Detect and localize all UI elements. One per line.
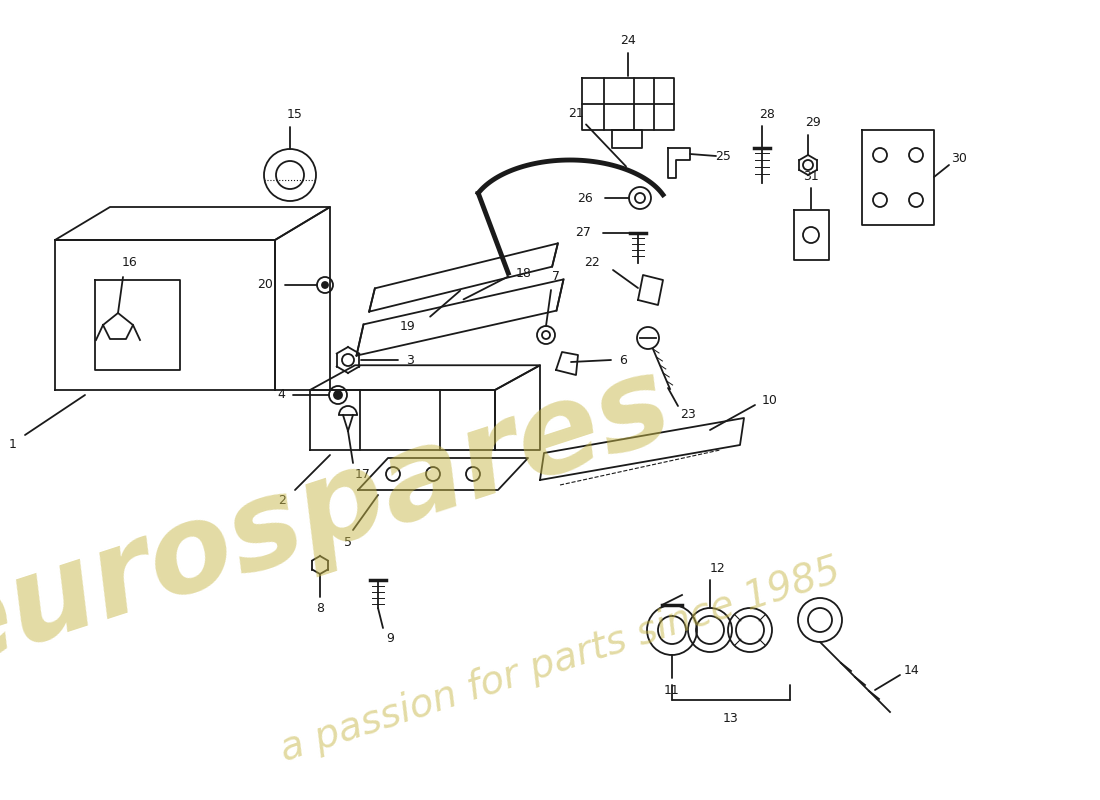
Text: 17: 17 [355,469,371,482]
Text: 1: 1 [9,438,16,451]
Text: 8: 8 [316,602,324,615]
Text: 30: 30 [952,153,967,166]
Text: 13: 13 [723,711,739,725]
Text: 9: 9 [386,631,394,645]
Circle shape [334,391,342,399]
Text: 18: 18 [516,267,531,280]
Text: 21: 21 [569,107,584,120]
Text: 24: 24 [620,34,636,47]
Text: 11: 11 [664,683,680,697]
Text: 19: 19 [399,320,415,333]
Text: 25: 25 [715,150,730,162]
Text: 22: 22 [584,255,600,269]
Text: 5: 5 [344,535,352,549]
Text: a passion for parts since 1985: a passion for parts since 1985 [275,551,845,769]
Text: 23: 23 [680,407,696,421]
Text: 7: 7 [552,270,560,283]
Circle shape [322,282,328,288]
Text: 14: 14 [904,663,920,677]
Text: eurospares: eurospares [0,345,685,695]
Text: 31: 31 [803,170,818,182]
Text: 20: 20 [257,278,273,291]
Text: 2: 2 [278,494,286,506]
Text: 6: 6 [619,354,627,366]
Text: 15: 15 [287,109,303,122]
Text: 10: 10 [762,394,778,406]
Text: 4: 4 [277,389,285,402]
Text: 29: 29 [805,117,821,130]
Text: 16: 16 [122,257,138,270]
Text: 26: 26 [578,191,593,205]
Text: 28: 28 [759,107,774,121]
Text: 3: 3 [406,354,414,366]
Text: 12: 12 [711,562,726,574]
Text: 27: 27 [575,226,591,239]
